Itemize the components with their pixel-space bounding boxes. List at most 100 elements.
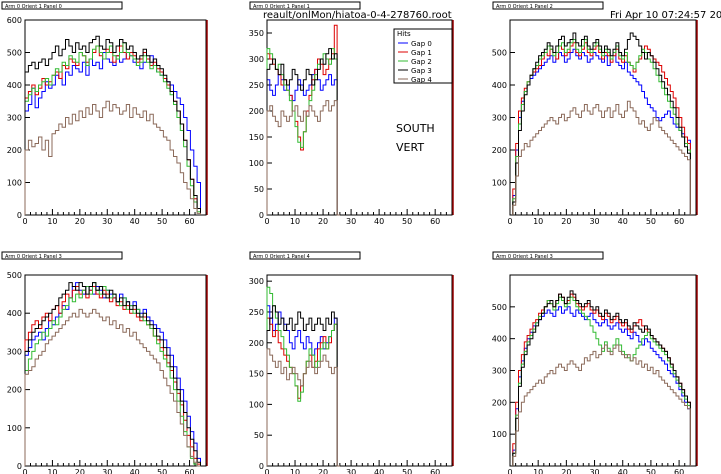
y-tick-label: 50	[254, 431, 264, 440]
y-tick-label: 400	[7, 309, 22, 318]
x-tick-label: 50	[157, 217, 167, 226]
histogram-series-gap-0	[24, 282, 201, 466]
x-tick-label: 0	[264, 468, 269, 474]
x-tick-label: 40	[130, 468, 140, 474]
histogram-series-gap-0	[24, 52, 201, 215]
x-tick-label: 60	[674, 217, 684, 226]
histogram-series-gap-3	[512, 290, 691, 466]
y-tick-label: 0	[17, 462, 22, 471]
x-tick-label: 0	[264, 217, 269, 226]
x-tick-label: 20	[318, 468, 328, 474]
x-tick-label: 60	[184, 468, 194, 474]
panel-title-box	[492, 251, 604, 260]
x-tick-label: 10	[533, 217, 543, 226]
panel-title-box	[1, 251, 123, 260]
y-tick-label: 200	[249, 339, 264, 348]
histogram-series-gap-1	[24, 45, 201, 215]
annotation-vert: VERT	[396, 141, 424, 154]
panel-title: Arm 0 Orient 1 Panel 3	[5, 254, 62, 260]
panel-title: Arm 0 Orient 1 Panel 4	[253, 254, 310, 260]
y-tick-label: 300	[7, 114, 22, 123]
x-tick-label: 60	[184, 217, 194, 226]
x-tick-label: 30	[589, 217, 599, 226]
y-tick-label: 0	[259, 462, 264, 471]
y-tick-label: 200	[7, 146, 22, 155]
x-tick-label: 10	[533, 468, 543, 474]
legend-entry-gap-3: Gap 3	[411, 67, 432, 75]
x-tick-label: 60	[430, 468, 440, 474]
panel-title-box	[1, 1, 123, 10]
y-tick-label: 200	[492, 146, 507, 155]
legend-entry-gap-0: Gap 0	[411, 40, 432, 48]
y-tick-label: 300	[249, 277, 264, 286]
y-tick-label: 350	[249, 29, 264, 38]
x-tick-label: 50	[646, 468, 656, 474]
panel-title: Arm 0 Orient 1 Panel 3	[496, 254, 553, 260]
x-tick-label: 40	[374, 468, 384, 474]
y-tick-label: 400	[492, 335, 507, 344]
y-tick-label: 600	[7, 16, 22, 25]
x-tick-label: 20	[318, 217, 328, 226]
y-tick-label: 200	[7, 386, 22, 395]
histogram-series-gap-3	[512, 32, 691, 215]
panel-title: Arm 0 Orient 1 Panel 1	[253, 4, 310, 10]
panel-title-box	[249, 1, 361, 10]
x-tick-label: 50	[646, 217, 656, 226]
histogram-series-gap-0	[512, 306, 691, 466]
x-tick-label: 30	[102, 217, 112, 226]
legend-entry-gap-2: Gap 2	[411, 58, 432, 66]
y-tick-label: 0	[17, 211, 22, 220]
y-tick-label: 200	[492, 398, 507, 407]
y-tick-label: 0	[259, 211, 264, 220]
y-tick-label: 300	[492, 367, 507, 376]
histogram-series-gap-2	[266, 286, 340, 467]
y-tick-label: 200	[249, 107, 264, 116]
y-tick-label: 100	[492, 430, 507, 439]
x-tick-label: 0	[22, 468, 27, 474]
histogram-series-gap-3	[266, 305, 340, 467]
y-tick-label: 250	[249, 308, 264, 317]
x-tick-label: 20	[561, 468, 571, 474]
histogram-series-gap-2	[24, 282, 201, 467]
histogram-series-gap-4	[24, 100, 201, 215]
y-tick-label: 250	[249, 81, 264, 90]
x-tick-label: 60	[430, 217, 440, 226]
x-tick-label: 40	[130, 217, 140, 226]
x-tick-label: 20	[75, 217, 85, 226]
legend-title: Hits	[397, 30, 411, 38]
legend-entry-gap-1: Gap 1	[411, 49, 432, 57]
x-tick-label: 40	[374, 217, 384, 226]
legend-box	[393, 28, 453, 84]
x-tick-label: 30	[102, 468, 112, 474]
annotation-south: SOUTH	[396, 122, 435, 135]
datetime-label: Fri Apr 10 07:24:57 2009	[610, 10, 721, 21]
histogram-series-gap-4	[24, 308, 201, 467]
histogram-series-gap-2	[266, 48, 340, 216]
file-label: reault/onlMon/hiatoa-0-4-278760.root	[263, 10, 452, 21]
x-tick-label: 30	[346, 468, 356, 474]
x-tick-label: 0	[507, 468, 512, 474]
histogram-series-gap-4	[266, 100, 340, 216]
y-tick-label: 500	[7, 271, 22, 280]
panel-title: Arm 0 Orient 1 Panel 0	[5, 4, 62, 10]
panel-title-box	[249, 251, 361, 260]
y-tick-label: 500	[492, 49, 507, 58]
y-tick-label: 100	[7, 424, 22, 433]
histogram-series-gap-4	[512, 344, 691, 466]
x-tick-label: 30	[589, 468, 599, 474]
y-tick-label: 150	[249, 133, 264, 142]
x-tick-label: 40	[618, 217, 628, 226]
y-tick-label: 300	[492, 114, 507, 123]
y-tick-label: 100	[7, 179, 22, 188]
histogram-series-gap-2	[24, 42, 201, 215]
x-tick-label: 20	[75, 468, 85, 474]
y-tick-label: 500	[492, 303, 507, 312]
y-tick-label: 300	[249, 55, 264, 64]
histogram-series-gap-4	[512, 100, 691, 215]
x-tick-label: 10	[47, 468, 57, 474]
y-tick-label: 500	[7, 49, 22, 58]
histogram-series-gap-0	[512, 48, 691, 215]
histogram-series-gap-3	[266, 48, 340, 216]
histogram-series-gap-3	[24, 35, 201, 215]
y-tick-label: 100	[492, 179, 507, 188]
